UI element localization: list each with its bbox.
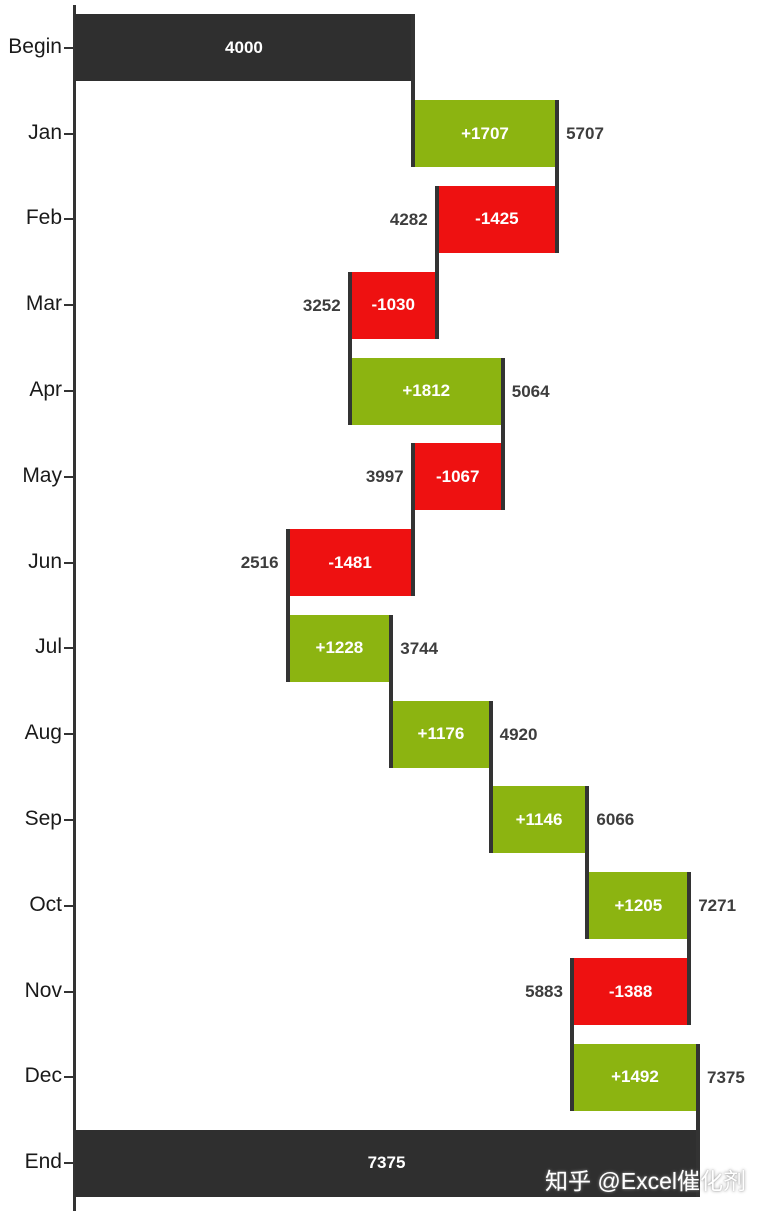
watermark: 知乎 @Excel催化剂: [545, 1168, 746, 1194]
category-label-may: May: [22, 463, 62, 487]
category-label-apr: Apr: [29, 378, 62, 402]
bar-value-label: -1030: [371, 295, 415, 315]
waterfall-bar-feb: -1425: [436, 185, 558, 253]
running-total-label: 5883: [525, 982, 563, 1002]
bar-value-label: -1425: [475, 209, 519, 229]
connector-line: [696, 1043, 700, 1197]
category-label-jan: Jan: [28, 120, 62, 144]
waterfall-bar-aug: +1176: [391, 700, 491, 768]
axis-tick: [64, 990, 74, 993]
running-total-label: 5064: [511, 381, 550, 401]
running-total-label: 5707: [566, 124, 604, 144]
axis-tick: [64, 1162, 74, 1165]
waterfall-bar-sep: +1146: [490, 786, 588, 854]
connector-line: [585, 786, 590, 940]
connector-line: [488, 700, 493, 854]
waterfall-bar-mar: -1030: [349, 271, 437, 339]
running-total-label: 3997: [365, 467, 404, 487]
running-total-label: 4282: [389, 209, 428, 229]
category-label-nov: Nov: [24, 978, 62, 1002]
waterfall-bar-jul: +1228: [287, 614, 392, 682]
bar-value-label: -1481: [328, 552, 372, 572]
axis-tick: [64, 561, 74, 564]
bar-value-label: -1388: [608, 981, 653, 1001]
category-label-end: End: [24, 1150, 62, 1174]
bar-value-label: +1146: [515, 809, 563, 829]
connector-line: [687, 872, 692, 1026]
connector-line: [434, 185, 439, 339]
bar-value-label: 4000: [225, 37, 263, 57]
axis-tick: [64, 390, 74, 393]
bar-value-label: +1205: [614, 895, 663, 915]
connector-line: [410, 14, 415, 168]
waterfall-bar-jan: +1707: [412, 100, 558, 168]
bar-value-label: +1707: [461, 123, 509, 143]
waterfall-bar-end: 7375: [75, 1129, 698, 1197]
category-label-oct: Oct: [29, 892, 62, 916]
axis-tick: [64, 818, 74, 821]
axis-tick: [64, 733, 74, 736]
category-label-mar: Mar: [25, 292, 62, 316]
waterfall-bar-dec: +1492: [571, 1043, 698, 1111]
axis-tick: [64, 904, 74, 907]
category-label-dec: Dec: [24, 1064, 62, 1088]
connector-line: [555, 100, 560, 253]
connector-line: [410, 443, 415, 597]
connector-line: [389, 614, 394, 768]
category-label-aug: Aug: [24, 721, 62, 745]
axis-tick: [64, 46, 74, 49]
waterfall-bar-jun: -1481: [287, 529, 413, 597]
axis-tick: [64, 1076, 74, 1079]
waterfall-bar-apr: +1812: [349, 357, 503, 425]
category-label-jul: Jul: [35, 635, 62, 659]
bar-value-label: +1228: [315, 638, 364, 658]
category-label-sep: Sep: [24, 806, 62, 830]
bar-value-label: -1067: [435, 466, 480, 486]
axis-tick: [64, 304, 74, 307]
axis-tick: [64, 132, 74, 135]
running-total-label: 3744: [400, 638, 439, 658]
bar-value-label: +1492: [611, 1067, 659, 1087]
connector-line: [285, 529, 290, 682]
bar-value-label: 7375: [367, 1153, 406, 1173]
bar-value-label: +1176: [417, 724, 465, 744]
running-total-label: 6066: [596, 810, 635, 830]
category-label-begin: Begin: [8, 34, 62, 58]
axis-tick: [64, 218, 74, 221]
waterfall-bar-begin: 4000: [75, 14, 413, 82]
running-total-label: 2516: [240, 553, 279, 573]
running-total-label: 7375: [707, 1067, 745, 1087]
bar-value-label: +1812: [402, 381, 451, 401]
running-total-label: 4920: [499, 724, 538, 744]
connector-line: [569, 958, 574, 1111]
waterfall-bar-may: -1067: [412, 443, 503, 511]
waterfall-bar-nov: -1388: [571, 958, 690, 1026]
running-total-label: 7271: [698, 896, 737, 916]
axis-tick: [64, 647, 74, 650]
axis-tick: [64, 475, 74, 478]
connector-line: [347, 271, 352, 425]
y-axis-line: [73, 5, 76, 1211]
category-label-feb: Feb: [25, 206, 62, 230]
waterfall-bar-oct: +1205: [587, 872, 690, 940]
category-label-jun: Jun: [28, 549, 62, 573]
connector-line: [500, 357, 505, 511]
running-total-label: 3252: [302, 295, 341, 315]
